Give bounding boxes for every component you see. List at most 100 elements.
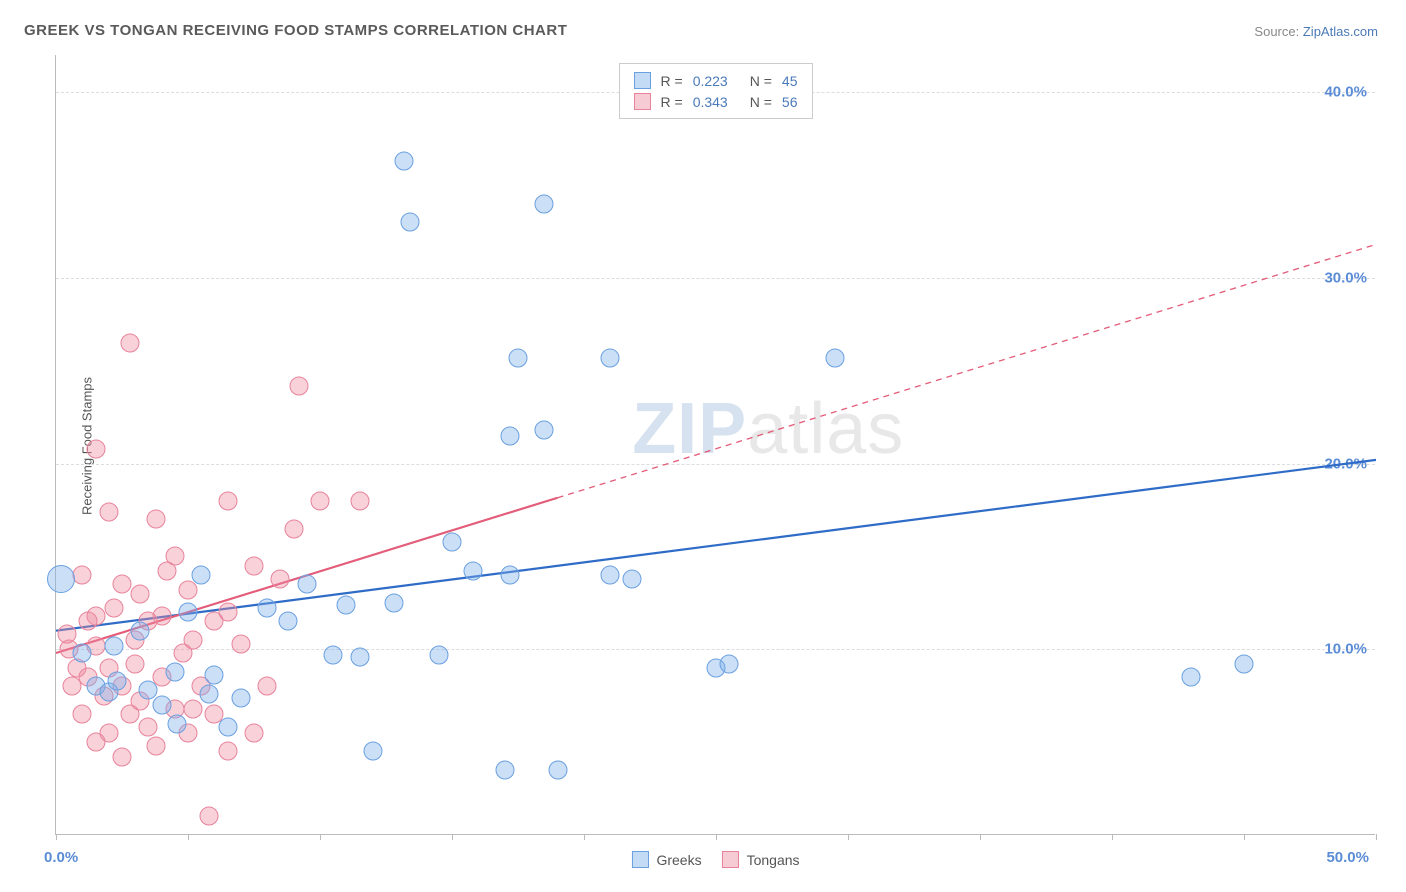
greek-point	[1182, 668, 1201, 687]
greek-point	[1235, 655, 1254, 674]
tongan-point	[200, 807, 219, 826]
tongan-swatch-icon	[722, 851, 739, 868]
greek-point	[384, 593, 403, 612]
greek-point	[258, 599, 277, 618]
n-value: 56	[782, 94, 798, 110]
greek-point	[131, 621, 150, 640]
greek-point	[205, 666, 224, 685]
tongan-point	[218, 491, 237, 510]
greek-swatch-icon	[634, 72, 651, 89]
greek-point	[601, 566, 620, 585]
greek-point	[429, 645, 448, 664]
greek-point	[501, 566, 520, 585]
chart-title: GREEK VS TONGAN RECEIVING FOOD STAMPS CO…	[24, 22, 567, 39]
greek-point	[279, 612, 298, 631]
x-tick	[452, 834, 453, 840]
tongan-point	[173, 644, 192, 663]
source-link[interactable]: ZipAtlas.com	[1303, 24, 1378, 39]
greek-trendline	[56, 460, 1376, 631]
x-tick	[848, 834, 849, 840]
watermark-zip: ZIP	[632, 389, 747, 469]
source-label: Source:	[1254, 24, 1299, 39]
y-tick-label: 20.0%	[1324, 455, 1367, 472]
greek-point	[720, 655, 739, 674]
tongan-point	[113, 748, 132, 767]
legend-row-tongan: R =0.343N =56	[634, 91, 798, 112]
greek-swatch-icon	[631, 851, 648, 868]
greek-point	[324, 645, 343, 664]
y-tick-label: 30.0%	[1324, 269, 1367, 286]
x-tick	[1112, 834, 1113, 840]
tongan-point	[57, 625, 76, 644]
x-tick	[1244, 834, 1245, 840]
tongan-point	[271, 569, 290, 588]
legend-label: Greeks	[656, 852, 701, 868]
tongan-point	[231, 634, 250, 653]
legend-label: Tongans	[747, 852, 800, 868]
greek-point	[231, 688, 250, 707]
tongan-point	[139, 718, 158, 737]
greek-point	[825, 348, 844, 367]
greek-point	[464, 562, 483, 581]
x-tick	[716, 834, 717, 840]
tongan-point	[147, 736, 166, 755]
plot-area: ZIPatlas 10.0%20.0%30.0%40.0% 0.0% 50.0%…	[55, 55, 1375, 835]
tongan-point	[86, 733, 105, 752]
tongan-point	[120, 333, 139, 352]
tongan-point	[245, 723, 264, 742]
greek-point	[152, 696, 171, 715]
r-label: R =	[661, 73, 683, 89]
greek-point	[73, 644, 92, 663]
greek-point	[107, 671, 126, 690]
tongan-point	[126, 655, 145, 674]
r-value: 0.343	[693, 94, 728, 110]
x-tick	[980, 834, 981, 840]
tongan-point	[179, 580, 198, 599]
tongan-point	[105, 599, 124, 618]
tongan-point	[113, 575, 132, 594]
series-legend: Greeks Tongans	[631, 851, 799, 868]
gridline	[56, 278, 1375, 279]
greek-point	[179, 603, 198, 622]
tongan-point	[284, 519, 303, 538]
correlation-legend: R =0.223N =45R =0.343N =56	[619, 63, 813, 119]
greek-point	[535, 421, 554, 440]
y-tick-label: 40.0%	[1324, 84, 1367, 101]
tongan-point	[73, 705, 92, 724]
gridline	[56, 464, 1375, 465]
tongan-point	[73, 566, 92, 585]
source-attribution: Source: ZipAtlas.com	[1254, 24, 1378, 39]
greek-point	[337, 595, 356, 614]
greek-point	[105, 636, 124, 655]
tongan-point	[258, 677, 277, 696]
greek-point	[218, 718, 237, 737]
greek-point	[200, 684, 219, 703]
greek-point	[509, 348, 528, 367]
greek-point	[192, 566, 211, 585]
tongan-point	[245, 556, 264, 575]
tongan-point	[78, 612, 97, 631]
r-label: R =	[661, 94, 683, 110]
watermark-atlas: atlas	[747, 389, 904, 469]
greek-point	[548, 761, 567, 780]
greek-point	[601, 348, 620, 367]
greek-point	[535, 194, 554, 213]
greek-point	[443, 532, 462, 551]
greek-point	[363, 742, 382, 761]
tongan-point	[99, 502, 118, 521]
greek-point	[168, 714, 187, 733]
tongan-point	[147, 510, 166, 529]
tongan-point	[311, 491, 330, 510]
tongan-point	[157, 562, 176, 581]
tongan-point	[62, 677, 81, 696]
y-tick-label: 10.0%	[1324, 641, 1367, 658]
tongan-trendline-extrapolated	[558, 244, 1376, 497]
n-label: N =	[750, 73, 772, 89]
tongan-point	[289, 376, 308, 395]
watermark: ZIPatlas	[632, 388, 904, 470]
n-value: 45	[782, 73, 798, 89]
r-value: 0.223	[693, 73, 728, 89]
x-tick	[56, 834, 57, 840]
legend-item-greek: Greeks	[631, 851, 701, 868]
x-tick	[320, 834, 321, 840]
